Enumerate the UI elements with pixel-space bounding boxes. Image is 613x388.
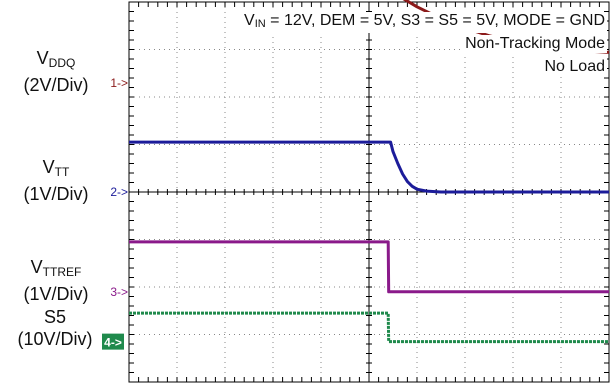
channel-3-scale: (1V/Div) <box>1 283 111 305</box>
channel-2-scale: (1V/Div) <box>1 183 111 205</box>
channel-1-scale: (2V/Div) <box>1 74 111 96</box>
channel-1-name: VDDQ <box>1 47 111 74</box>
channel-4-name: S5 <box>0 306 110 328</box>
channel-3-label: VTTREF (1V/Div) <box>1 256 111 305</box>
channel-4-label: S5 (10V/Div) <box>0 306 110 350</box>
annotation-2: No Load <box>543 58 608 76</box>
channel-2-marker: 2-> <box>110 185 128 199</box>
channel-1-label: VDDQ (2V/Div) <box>1 47 111 96</box>
channel-2-label: VTT (1V/Div) <box>1 156 111 205</box>
annotation-1: Non-Tracking Mode <box>463 35 607 53</box>
channel-4-scale: (10V/Div) <box>0 328 110 350</box>
channel-1-marker: 1-> <box>110 76 128 90</box>
channel-3-marker: 3-> <box>110 285 128 299</box>
channel-3-name: VTTREF <box>1 256 111 283</box>
annotation-0: VIN = 12V, DEM = 5V, S3 = S5 = 5V, MODE … <box>242 12 607 33</box>
channel-2-name: VTT <box>1 156 111 183</box>
